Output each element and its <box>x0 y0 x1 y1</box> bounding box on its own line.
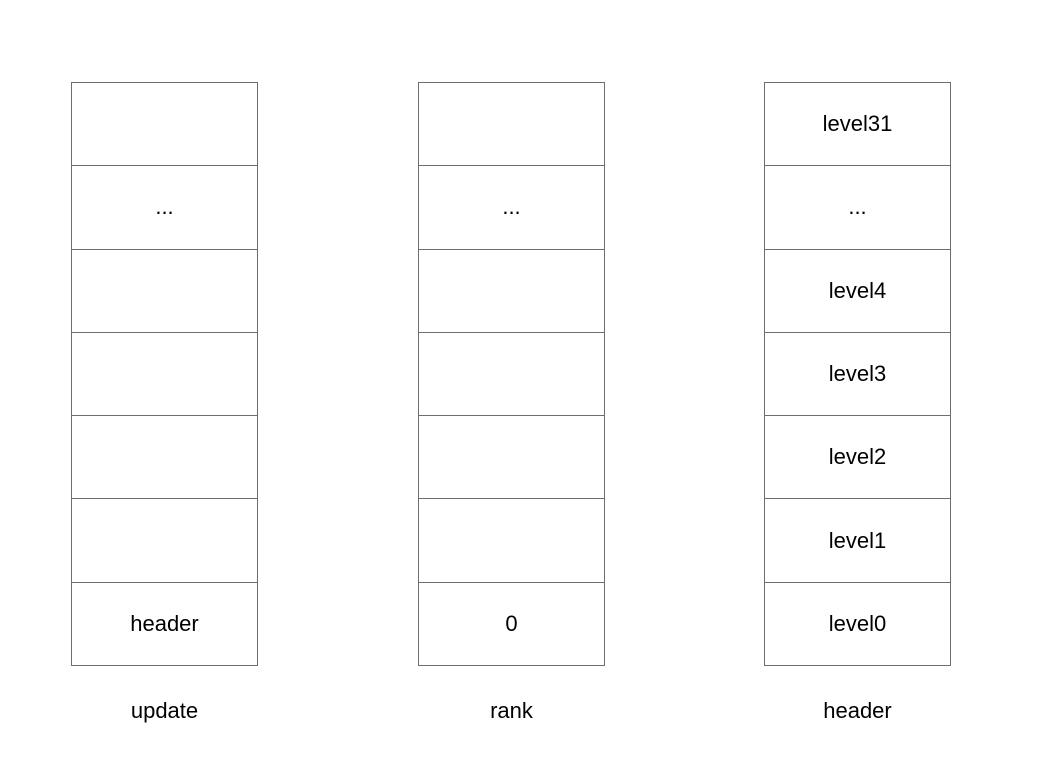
update-cell: ... <box>71 166 258 250</box>
update-cell <box>71 82 258 167</box>
header-levels-array: level31 ... level4 level3 level2 level1 … <box>764 82 951 667</box>
header-level-cell: level4 <box>764 249 951 333</box>
update-cell: header <box>71 582 258 667</box>
update-array: ... header <box>71 82 258 667</box>
rank-caption: rank <box>490 698 533 723</box>
header-level-cell: ... <box>764 166 951 250</box>
update-cell <box>71 332 258 417</box>
update-cell <box>71 416 258 500</box>
update-cell <box>71 249 258 333</box>
rank-cell <box>418 249 605 333</box>
header-level-cell: level1 <box>764 499 951 583</box>
rank-cell <box>418 499 605 583</box>
rank-cell <box>418 82 605 167</box>
rank-cell <box>418 332 605 417</box>
header-level-cell: level31 <box>764 82 951 167</box>
rank-cell: ... <box>418 166 605 250</box>
header-level-cell: level0 <box>764 582 951 667</box>
header-caption: header <box>823 698 892 723</box>
header-level-cell: level3 <box>764 332 951 417</box>
update-cell <box>71 499 258 583</box>
rank-cell: 0 <box>418 582 605 667</box>
header-level-cell: level2 <box>764 416 951 500</box>
rank-cell <box>418 416 605 500</box>
update-caption: update <box>130 698 199 723</box>
rank-array: ... 0 <box>418 82 605 667</box>
